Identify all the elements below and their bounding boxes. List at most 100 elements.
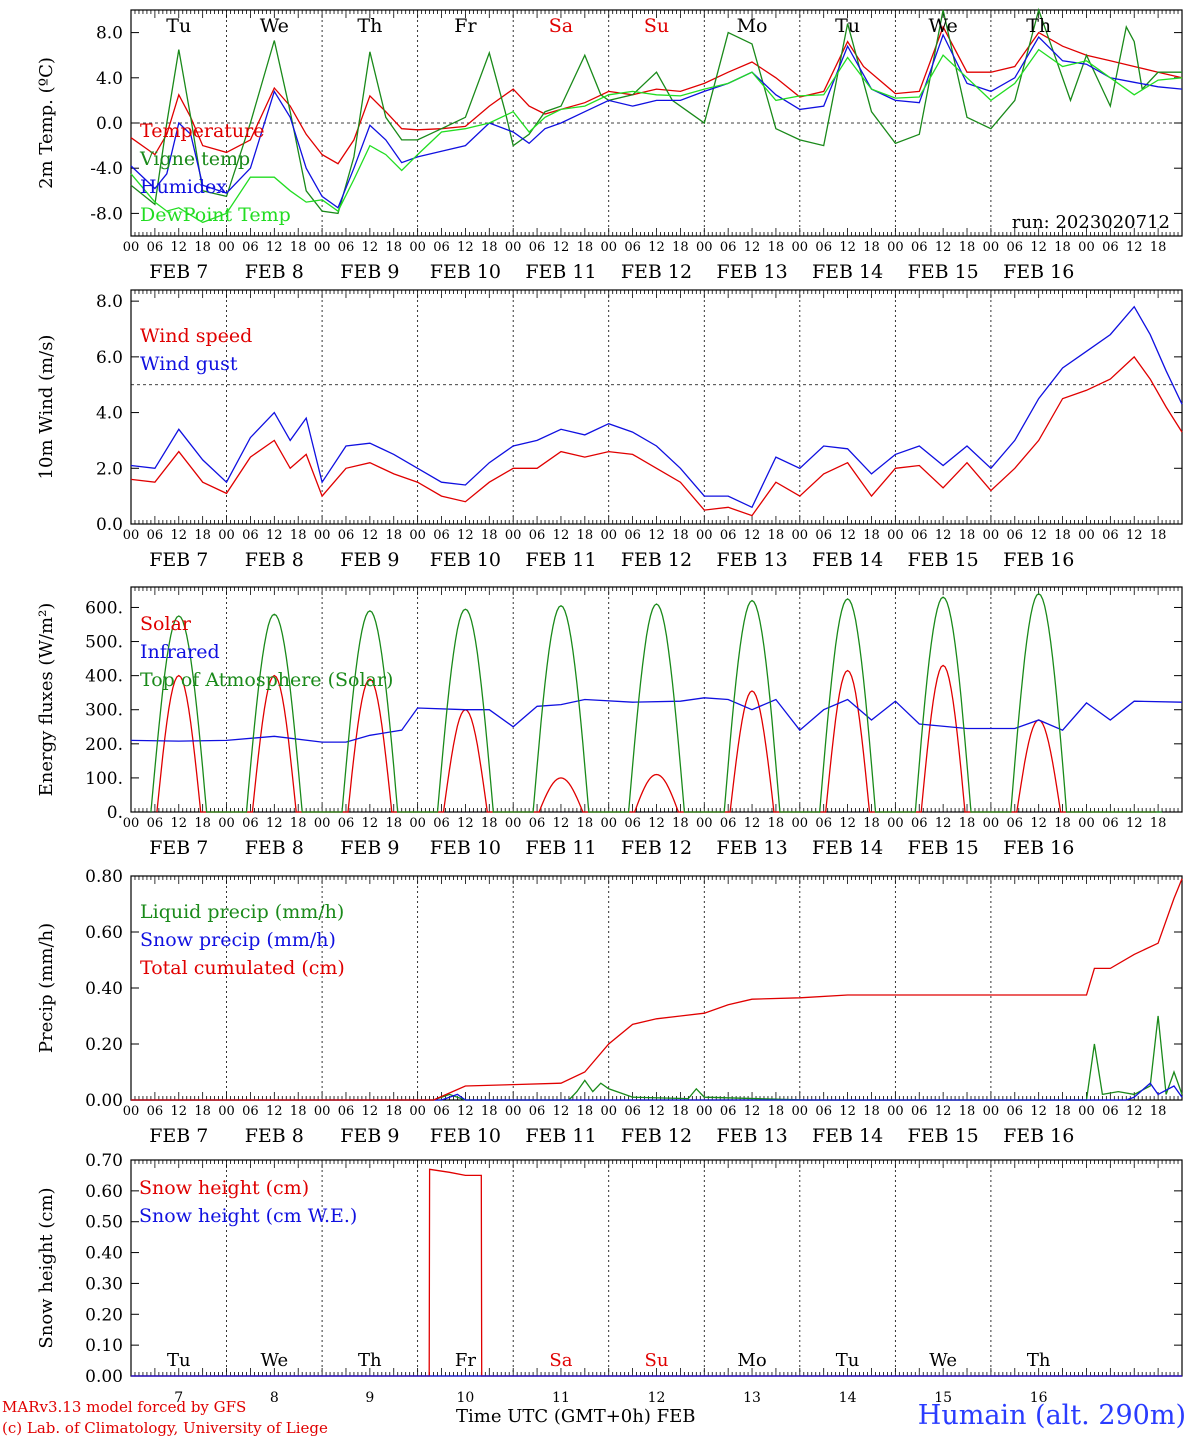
date-label: FEB 15 (908, 837, 979, 859)
y-tick-label: 0.50 (85, 1213, 123, 1233)
hour-label: 06 (147, 1104, 164, 1119)
date-label: FEB 15 (908, 261, 979, 283)
hour-label: 18 (481, 240, 498, 255)
hour-label: 12 (1030, 528, 1047, 543)
month-label: FEB (656, 1406, 696, 1427)
hour-label: 00 (218, 528, 235, 543)
hour-label: 06 (433, 528, 450, 543)
y-tick-label: 0.20 (85, 1305, 123, 1325)
hour-label: 12 (362, 816, 379, 831)
date-label: FEB 11 (525, 1125, 596, 1147)
hour-label: 18 (481, 1104, 498, 1119)
hour-label: 18 (959, 1104, 976, 1119)
hour-label: 18 (672, 1104, 689, 1119)
lab-credit: (c) Lab. of Climatology, University of L… (2, 1419, 328, 1437)
y-axis-label: Precip (mm/h) (36, 923, 57, 1053)
date-label: FEB 13 (716, 549, 787, 571)
y-tick-label: 300. (85, 701, 123, 721)
hour-label: 12 (457, 816, 474, 831)
hour-label: 06 (338, 528, 355, 543)
hour-label: 12 (744, 816, 761, 831)
y-tick-label: 0.00 (85, 1091, 123, 1111)
hour-label: 18 (577, 528, 594, 543)
date-label: FEB 12 (621, 549, 692, 571)
date-label: FEB 12 (621, 837, 692, 859)
y-tick-label: 0.40 (85, 1244, 123, 1264)
hour-label: 18 (768, 528, 785, 543)
hour-label: 12 (266, 816, 283, 831)
hour-label: 00 (1078, 528, 1095, 543)
hour-label: 18 (194, 1104, 211, 1119)
hour-label: 06 (815, 1104, 832, 1119)
legend-entry: Wind speed (140, 325, 252, 347)
day-number: 13 (743, 1390, 761, 1406)
hour-label: 18 (481, 528, 498, 543)
hour-label: 06 (624, 528, 641, 543)
legend-entry: Top of Atmosphere (Solar) (140, 669, 393, 691)
hour-label: 18 (768, 240, 785, 255)
y-tick-label: 8.0 (96, 292, 123, 312)
series-line (130, 33, 1183, 209)
day-number: 14 (839, 1390, 857, 1406)
weekday-label: Th (357, 15, 382, 37)
y-axis-label: 10m Wind (m/s) (36, 335, 57, 480)
hour-label: 12 (935, 1104, 952, 1119)
y-tick-label: 0.60 (85, 923, 123, 943)
legend-entry: Humidex (140, 176, 227, 198)
hour-label: 12 (1126, 1104, 1143, 1119)
hour-label: 00 (983, 528, 1000, 543)
hour-label: 06 (815, 240, 832, 255)
hour-label: 12 (266, 1104, 283, 1119)
hour-label: 00 (409, 240, 426, 255)
date-label: FEB 8 (245, 1125, 304, 1147)
weekday-label: Mo (737, 15, 768, 37)
date-label: FEB 7 (149, 837, 208, 859)
day-number: 11 (552, 1390, 570, 1406)
hour-label: 00 (887, 1104, 904, 1119)
hour-label: 18 (194, 816, 211, 831)
date-label: FEB 10 (430, 1125, 501, 1147)
weekday-label: Th (358, 1350, 382, 1371)
day-number: 7 (174, 1390, 183, 1406)
hour-label: 00 (505, 528, 522, 543)
weekday-label: Tu (835, 15, 860, 37)
hour-label: 00 (600, 528, 617, 543)
hour-label: 06 (433, 816, 450, 831)
hour-label: 06 (1007, 240, 1024, 255)
hour-label: 18 (290, 816, 307, 831)
hour-label: 06 (433, 1104, 450, 1119)
y-axis-label: 2m Temp. (ºC) (36, 57, 57, 189)
hour-label: 12 (266, 240, 283, 255)
hour-label: 00 (314, 240, 331, 255)
hour-label: 06 (242, 816, 259, 831)
y-tick-label: 400. (85, 667, 123, 687)
date-label: FEB 15 (908, 549, 979, 571)
y-tick-label: 4.0 (96, 404, 123, 424)
day-number: 12 (648, 1390, 666, 1406)
hour-label: 18 (1150, 528, 1167, 543)
hour-label: 00 (1078, 816, 1095, 831)
date-label: FEB 14 (812, 549, 883, 571)
hour-label: 18 (577, 1104, 594, 1119)
hour-label: 12 (553, 240, 570, 255)
hour-label: 00 (409, 528, 426, 543)
y-tick-label: 0.0 (96, 515, 123, 535)
date-label: FEB 14 (812, 837, 883, 859)
hour-label: 00 (314, 1104, 331, 1119)
hour-label: 00 (792, 528, 809, 543)
date-label: FEB 15 (908, 1125, 979, 1147)
date-label: FEB 11 (525, 837, 596, 859)
hour-label: 06 (815, 528, 832, 543)
date-label: FEB 8 (245, 261, 304, 283)
date-label: FEB 9 (340, 549, 399, 571)
legend-entry: Liquid precip (mm/h) (140, 901, 344, 923)
hour-label: 18 (959, 816, 976, 831)
hour-label: 06 (433, 240, 450, 255)
weekday-label: Sa (549, 15, 573, 37)
weekday-label: Fr (455, 1350, 476, 1371)
hour-label: 06 (720, 1104, 737, 1119)
hour-label: 12 (553, 816, 570, 831)
hour-label: 06 (1102, 240, 1119, 255)
y-tick-label: 100. (85, 769, 123, 789)
series-line (130, 355, 1183, 517)
